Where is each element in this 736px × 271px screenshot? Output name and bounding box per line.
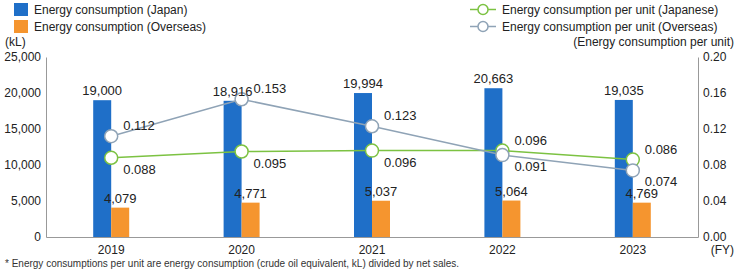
y-axis: 0 5,000 10,000 15,000 20,000 25,000 <box>4 50 46 244</box>
data-label: 0.096 <box>384 155 417 170</box>
legend-swatch <box>14 20 28 33</box>
data-label: 0.074 <box>645 174 678 189</box>
legend: Energy consumption (Japan) Energy consump… <box>14 3 718 35</box>
tick-label: 0.12 <box>703 122 727 136</box>
tick-label: 10,000 <box>4 158 41 172</box>
tick: 2023 <box>619 237 646 257</box>
legend-label: Energy consumption per unit (Overseas) <box>502 20 717 34</box>
marker <box>496 149 509 162</box>
legend-item: Energy consumption (Overseas) <box>14 20 206 34</box>
y-axis-title: (kL) <box>5 35 26 49</box>
y2-axis-line <box>698 58 699 238</box>
bar <box>224 101 242 237</box>
chart: 05,00010,00015,00020,00025,0000.000.040.… <box>0 0 736 271</box>
tick: 2021 <box>359 237 386 257</box>
bar <box>111 208 129 237</box>
marker <box>105 130 118 143</box>
tick-label: 20,000 <box>4 86 41 100</box>
tick: 25,000 <box>4 50 46 64</box>
tick-label: 0.04 <box>703 194 727 208</box>
marker <box>366 120 379 133</box>
data-label: 19,035 <box>604 83 644 98</box>
line <box>111 99 633 170</box>
tick-label: 2022 <box>489 243 516 257</box>
legend-marker <box>478 5 488 15</box>
tick: 0 <box>34 230 46 244</box>
x-axis-line <box>47 237 699 238</box>
legend-item: Energy consumption (Japan) <box>14 3 187 17</box>
tick-label: 15,000 <box>4 122 41 136</box>
tick: 2020 <box>228 237 255 257</box>
tick-label: 0.20 <box>703 50 727 64</box>
plot-area <box>93 88 651 237</box>
marker <box>235 145 248 158</box>
bar <box>93 100 111 237</box>
data-label: 0.153 <box>254 81 287 96</box>
x-axis-title: (FY) <box>711 243 734 257</box>
data-label: 0.091 <box>514 159 547 174</box>
footnote: * Energy consumptions per unit are energ… <box>5 258 459 269</box>
tick-label: 0 <box>34 230 41 244</box>
tick-label: 2020 <box>228 243 255 257</box>
tick: 2022 <box>489 237 516 257</box>
bar <box>354 93 372 237</box>
tick-label: 2023 <box>619 243 646 257</box>
legend-label: Energy consumption (Overseas) <box>34 20 206 34</box>
tick: 15,000 <box>4 122 46 136</box>
legend-item: Energy consumption per unit (Overseas) <box>470 20 717 34</box>
tick: 2019 <box>98 237 125 257</box>
tick-label: 0.08 <box>703 158 727 172</box>
legend-label: Energy consumption (Japan) <box>34 3 187 17</box>
bar <box>484 88 502 237</box>
bar <box>242 203 260 237</box>
legend-item: Energy consumption per unit (Japanese) <box>470 3 718 17</box>
tick: 0.04 <box>698 194 727 208</box>
marker <box>105 151 118 164</box>
data-label: 19,994 <box>343 76 383 91</box>
tick: 5,000 <box>11 194 46 208</box>
marker <box>626 164 639 177</box>
data-label: 4,079 <box>104 191 137 206</box>
y-axis-line <box>46 58 47 238</box>
data-label: 5,037 <box>365 184 398 199</box>
data-label: 0.112 <box>123 118 155 133</box>
data-label: 0.096 <box>514 133 547 148</box>
tick: 0.16 <box>698 86 727 100</box>
tick-label: 5,000 <box>11 194 41 208</box>
x-axis: 2019 2020 2021 2022 2023 <box>47 237 699 257</box>
marker <box>366 144 379 157</box>
tick-label: 2021 <box>359 243 386 257</box>
tick: 0.20 <box>698 50 727 64</box>
tick: 0.12 <box>698 122 727 136</box>
tick-label: 2019 <box>98 243 125 257</box>
y2-axis: 0.000.040.080.120.160.20 <box>698 50 727 244</box>
data-labels: 19,000 18,916 19,994 20,663 19,035 4,079 4,771… <box>82 71 677 205</box>
legend-swatch <box>14 3 28 16</box>
tick-label: 0.16 <box>703 86 727 100</box>
bar <box>502 201 520 237</box>
legend-label: Energy consumption per unit (Japanese) <box>502 3 718 17</box>
data-label: 18,916 <box>213 84 253 99</box>
data-label: 0.086 <box>645 142 678 157</box>
bar <box>633 203 651 237</box>
legend-marker <box>478 22 488 32</box>
tick: 0.08 <box>698 158 727 172</box>
data-label: 19,000 <box>82 83 122 98</box>
bar <box>372 201 390 237</box>
tick: 20,000 <box>4 86 46 100</box>
data-label: 5,064 <box>495 184 528 199</box>
tick-label: 25,000 <box>4 50 41 64</box>
tick: 10,000 <box>4 158 46 172</box>
data-label: 20,663 <box>474 71 514 86</box>
data-label: 0.095 <box>254 156 287 171</box>
data-label: 0.088 <box>123 162 156 177</box>
y2-axis-title: (Energy consumption per unit) <box>573 35 734 49</box>
data-label: 0.123 <box>384 108 417 123</box>
data-label: 4,771 <box>234 186 267 201</box>
